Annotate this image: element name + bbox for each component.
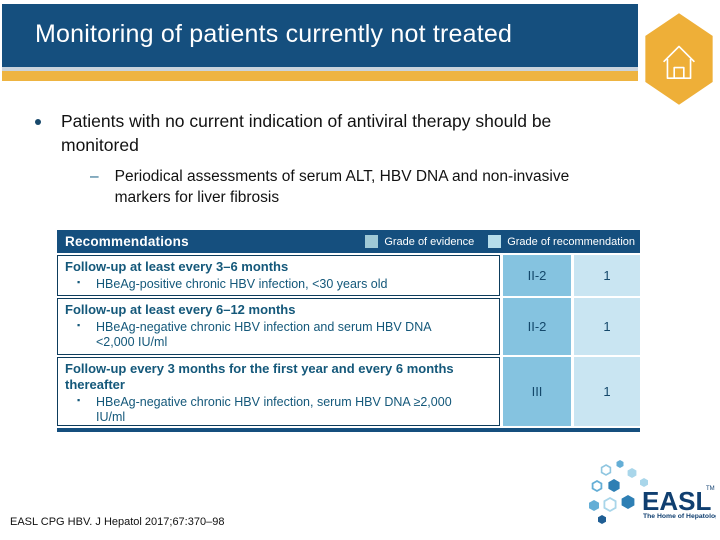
recommendation-text-cell: Follow-up at least every 3–6 months HBeA… bbox=[57, 255, 500, 296]
evidence-grade-cell: II-2 bbox=[503, 255, 571, 296]
recommendation-grade-cell: 1 bbox=[574, 357, 640, 426]
bullet-item: Patients with no current indication of a… bbox=[30, 110, 670, 157]
recommendation-grade-cell: 1 bbox=[574, 255, 640, 296]
sub-bullet-item: – Periodical assessments of serum ALT, H… bbox=[90, 167, 670, 209]
bullet-list: Patients with no current indication of a… bbox=[30, 110, 670, 209]
recommendation-text-cell: Follow-up at least every 6–12 months HBe… bbox=[57, 298, 500, 355]
header-accent-bar bbox=[2, 71, 638, 81]
citation: EASL CPG HBV. J Hepatol 2017;67:370–98 bbox=[10, 516, 225, 528]
evidence-legend-label: Grade of evidence bbox=[384, 235, 475, 248]
easl-logo: EASL TM The Home of Hepatology bbox=[582, 458, 720, 528]
evidence-grade-cell: II-2 bbox=[503, 298, 571, 355]
table-row: Follow-up at least every 3–6 months HBeA… bbox=[57, 255, 640, 296]
row-detail: HBeAg-positive chronic HBV infection, <3… bbox=[65, 277, 464, 293]
recommendation-grade-cell: 1 bbox=[574, 298, 640, 355]
table-header: Recommendations Grade of evidence Grade … bbox=[57, 230, 640, 253]
home-icon bbox=[641, 8, 717, 110]
easl-logo-text: EASL bbox=[642, 486, 711, 516]
easl-logo-tm: TM bbox=[706, 486, 715, 492]
recommendation-legend-label: Grade of recommendation bbox=[507, 235, 635, 248]
row-detail: HBeAg-negative chronic HBV infection and… bbox=[65, 320, 464, 351]
recommendation-text-cell: Follow-up every 3 months for the first y… bbox=[57, 357, 500, 426]
slide-title: Monitoring of patients currently not tre… bbox=[35, 20, 513, 48]
table-bottom-border bbox=[57, 428, 640, 432]
header-bar: Monitoring of patients currently not tre… bbox=[2, 4, 638, 67]
evidence-legend-swatch bbox=[365, 235, 379, 248]
easl-logo-tagline: The Home of Hepatology bbox=[643, 513, 716, 520]
table-legend: Grade of evidence Grade of recommendatio… bbox=[365, 235, 640, 248]
sub-bullet-marker: – bbox=[90, 168, 99, 186]
easl-logo-graphic: EASL TM The Home of Hepatology bbox=[589, 460, 720, 524]
recommendation-legend-swatch bbox=[488, 235, 502, 248]
header-divider-line bbox=[2, 67, 638, 71]
row-title: Follow-up at least every 3–6 months bbox=[65, 259, 289, 274]
table-row: Follow-up every 3 months for the first y… bbox=[57, 357, 640, 426]
row-detail: HBeAg-negative chronic HBV infection, se… bbox=[65, 395, 464, 426]
row-title: Follow-up at least every 6–12 months bbox=[65, 302, 296, 317]
home-button[interactable] bbox=[640, 8, 718, 110]
bullet-marker bbox=[35, 119, 41, 125]
hexagon-cluster bbox=[589, 460, 648, 524]
table-row: Follow-up at least every 6–12 months HBe… bbox=[57, 298, 640, 355]
bullet-text: Patients with no current indication of a… bbox=[61, 111, 552, 155]
sub-bullet-text: Periodical assessments of serum ALT, HBV… bbox=[114, 168, 570, 207]
recommendations-table: Recommendations Grade of evidence Grade … bbox=[57, 230, 640, 432]
evidence-grade-cell: III bbox=[503, 357, 571, 426]
row-title: Follow-up every 3 months for the first y… bbox=[65, 361, 454, 392]
table-title: Recommendations bbox=[65, 234, 189, 249]
